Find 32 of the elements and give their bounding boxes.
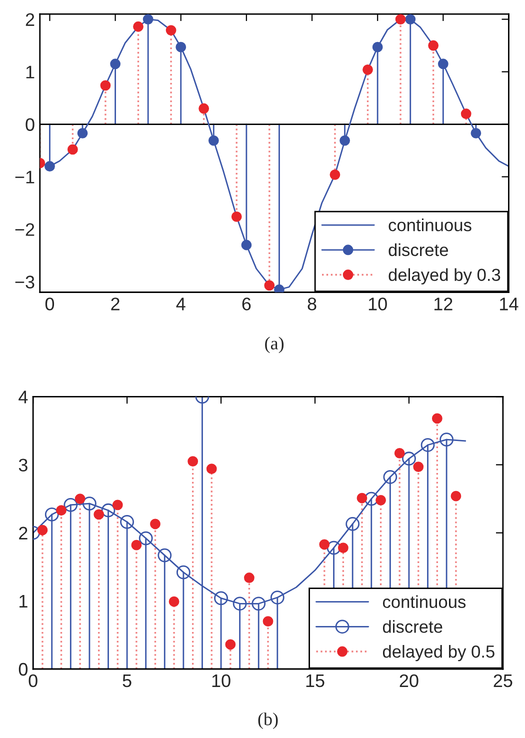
x-tick-label: 25 <box>494 674 512 688</box>
y-tick-label: 0 <box>18 662 28 676</box>
y-tick-label: 0 <box>26 118 34 131</box>
y-tick-label: −2 <box>15 223 34 236</box>
legend-label: discrete <box>382 620 442 633</box>
x-tick-label: 10 <box>368 298 387 310</box>
x-tick-label: 20 <box>400 674 418 688</box>
text: (b) <box>258 712 278 729</box>
x-tick-label: 14 <box>500 298 518 310</box>
y-tick-label: 4 <box>18 390 28 404</box>
x-tick-label: 2 <box>111 298 120 310</box>
y-tick-label: 2 <box>19 526 28 540</box>
x-tick-label: 6 <box>242 298 251 310</box>
text: (a) <box>265 336 284 354</box>
x-tick-label: 0 <box>45 298 54 310</box>
x-tick-label: 4 <box>176 298 186 310</box>
legend-label: delayed by 0.5 <box>382 645 494 662</box>
y-tick-label: 1 <box>26 66 34 78</box>
y-tick-label: 3 <box>18 458 28 472</box>
x-tick-label: 5 <box>122 674 132 688</box>
y-tick-label: −1 <box>15 170 34 184</box>
x-tick-label: 10 <box>212 674 230 688</box>
legend-label: continuous <box>388 218 472 232</box>
y-tick-label: −3 <box>15 276 34 288</box>
x-tick-label: 15 <box>306 674 324 688</box>
legend-label: delayed by 0.3 <box>388 268 500 284</box>
x-tick-label: 12 <box>434 298 452 310</box>
x-tick-label: 8 <box>308 298 316 310</box>
y-tick-label: 2 <box>26 13 34 26</box>
legend-label: continuous <box>382 595 466 608</box>
y-tick-label: 1 <box>20 595 28 608</box>
legend-label: discrete <box>388 243 448 256</box>
